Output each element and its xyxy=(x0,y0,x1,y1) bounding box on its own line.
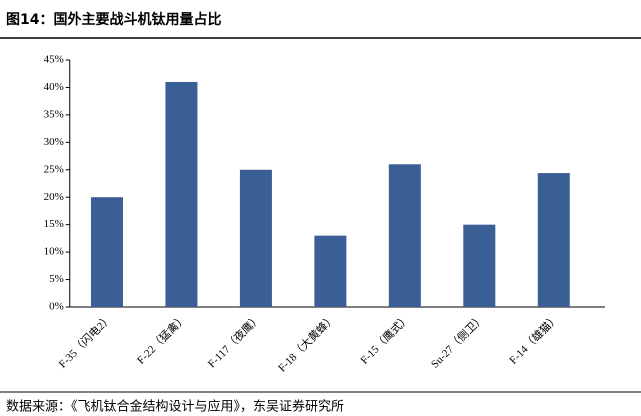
x-tick-label: F-117（夜鹰） xyxy=(205,311,264,370)
y-tick-label: 5% xyxy=(49,273,64,285)
x-tick-label: F-22（猛禽） xyxy=(134,311,190,367)
x-tick-label: Su-27（侧卫） xyxy=(428,312,487,371)
y-tick-label: 35% xyxy=(44,108,64,120)
bar xyxy=(388,164,421,307)
bar xyxy=(314,235,347,307)
bar xyxy=(537,173,570,307)
bar xyxy=(90,197,123,307)
y-tick-label: 0% xyxy=(49,301,64,313)
y-tick-label: 25% xyxy=(44,163,64,175)
y-tick-label: 15% xyxy=(44,218,64,230)
y-tick-label: 20% xyxy=(44,191,64,203)
y-tick-label: 45% xyxy=(44,54,64,66)
source: 数据来源：《飞机钛合金结构设计与应用》，东吴证券研究所 xyxy=(6,399,344,415)
x-tick-label: F-15（鹰式） xyxy=(357,311,413,367)
y-tick-label: 40% xyxy=(44,81,64,93)
y-tick-label: 10% xyxy=(44,246,64,258)
x-tick-label: F-14（雄猫） xyxy=(506,311,562,367)
chart-title: 图14：国外主要战斗机钛用量占比 xyxy=(6,11,221,28)
x-tick-label: F-18（大黄蜂） xyxy=(275,311,338,374)
bar xyxy=(463,224,496,307)
y-tick-label: 30% xyxy=(44,136,64,148)
bar xyxy=(239,169,272,307)
bar xyxy=(165,81,198,307)
x-tick-label: F-35（闪电2） xyxy=(55,311,115,371)
